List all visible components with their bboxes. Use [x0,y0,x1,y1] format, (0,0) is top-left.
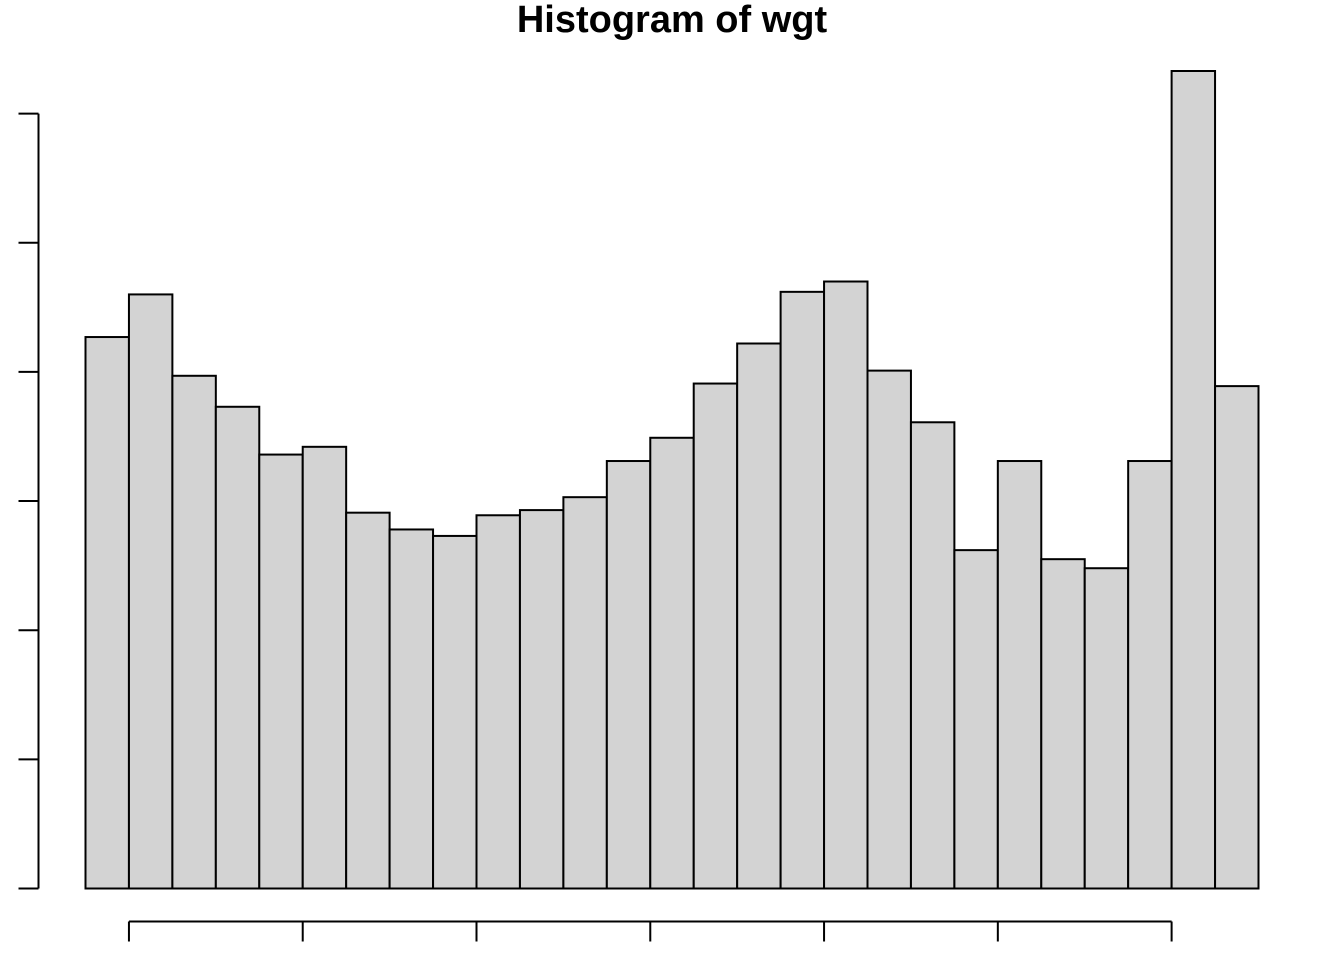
histogram-bar [736,342,782,890]
histogram-bar [909,421,956,890]
histogram-bar [1083,567,1130,890]
histogram-bar [562,496,608,890]
histogram-bar [996,460,1043,890]
histogram-bar [1127,460,1173,890]
histogram-bar [1170,70,1217,890]
histogram-bar [171,374,217,890]
histogram-bar [649,436,695,890]
histogram-bar [823,280,869,890]
histogram-bar [953,549,999,890]
y-axis [18,112,40,890]
histogram-bar [388,528,435,890]
histogram-bar [1040,558,1086,890]
histogram-bar [866,369,912,890]
histogram-bar [475,514,521,890]
histogram-bar [1214,385,1260,890]
histogram-bar [127,293,174,890]
histogram-bar [84,336,130,890]
histogram-bar [432,534,478,890]
histogram-bar [779,290,826,890]
histogram-bar [214,405,261,890]
histogram-bar [258,453,304,890]
chart-title: Histogram of wgt [517,0,828,41]
x-axis [127,920,1173,942]
bars-group [84,70,1260,890]
histogram-bar [518,509,565,890]
histogram-bar [692,382,739,890]
histogram-bar [345,511,391,890]
histogram-bar [301,445,348,890]
histogram-bar [605,460,652,890]
